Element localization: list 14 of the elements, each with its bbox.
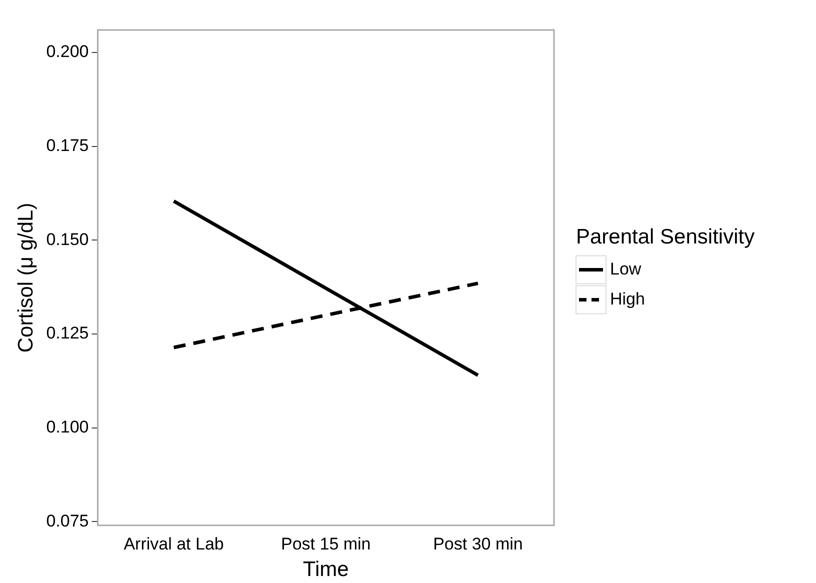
x-axis-title: Time — [302, 558, 349, 582]
y-tick-label: 0.100 — [46, 418, 89, 437]
y-tick-label: 0.150 — [46, 230, 89, 249]
y-axis-title: Cortisol (μ g/dL) — [14, 202, 38, 353]
y-tick-label: 0.175 — [46, 136, 89, 156]
x-tick-label: Post 15 min — [280, 534, 371, 554]
legend-label: Low — [610, 259, 642, 278]
legend-label: High — [610, 289, 645, 308]
x-tick-label: Post 30 min — [433, 534, 523, 554]
legend-title: Parental Sensitivity — [576, 225, 756, 248]
y-tick-label: 0.075 — [46, 511, 89, 530]
y-tick-label: 0.125 — [46, 324, 89, 343]
y-tick-label: 0.200 — [46, 42, 89, 62]
x-tick-label: Arrival at Lab — [124, 534, 224, 554]
